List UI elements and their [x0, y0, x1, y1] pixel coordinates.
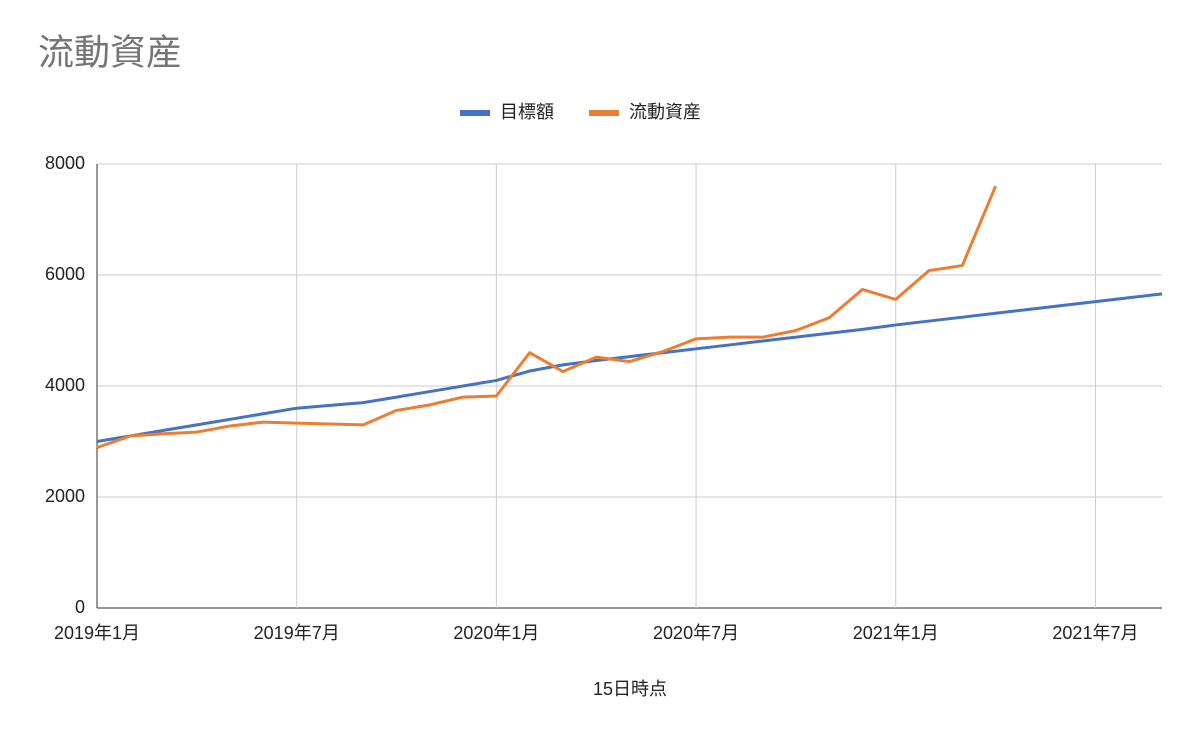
y-tick-label: 6000	[45, 264, 85, 284]
y-tick-label: 8000	[45, 153, 85, 173]
x-tick-label: 2020年7月	[653, 623, 739, 643]
y-tick-label: 2000	[45, 486, 85, 506]
x-tick-label: 2020年1月	[453, 623, 539, 643]
y-tick-label: 4000	[45, 375, 85, 395]
x-tick-label: 2019年7月	[254, 623, 340, 643]
x-axis-label: 15日時点	[593, 679, 667, 699]
legend-label: 目標額	[500, 102, 554, 122]
data-line	[96, 292, 1163, 443]
x-tick-label: 2021年1月	[853, 623, 939, 643]
chart-title: 流動資産	[38, 32, 182, 73]
x-tick-label: 2019年1月	[54, 623, 140, 643]
data-line	[96, 185, 997, 450]
x-tick-label: 2021年7月	[1052, 623, 1138, 643]
legend-label: 流動資産	[629, 102, 701, 122]
y-tick-label: 0	[75, 597, 85, 617]
